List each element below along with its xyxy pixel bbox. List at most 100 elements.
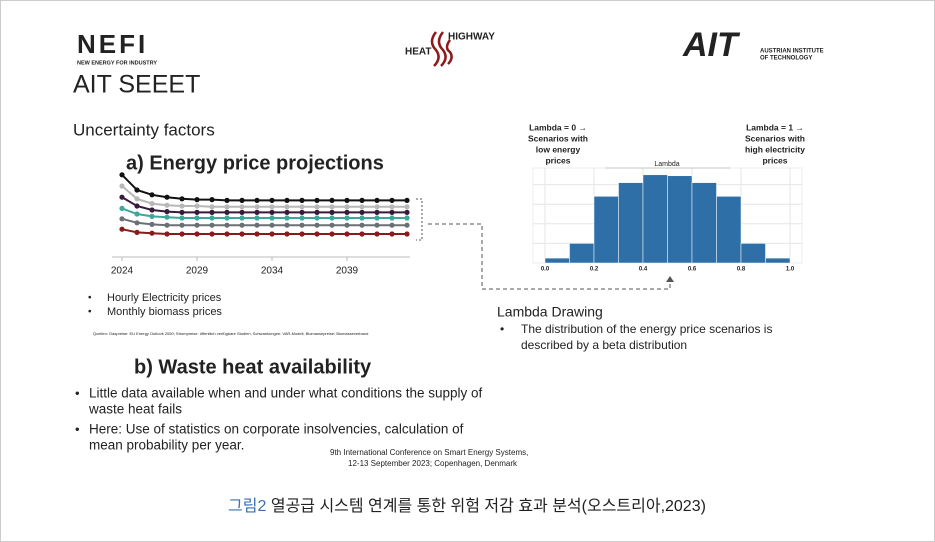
point bbox=[284, 204, 290, 210]
point bbox=[404, 197, 410, 203]
highway-logo: HIGHWAY bbox=[448, 32, 495, 43]
point bbox=[329, 204, 335, 210]
point bbox=[164, 214, 170, 220]
annotation: prices bbox=[545, 155, 570, 165]
bullet: mean probability per year. bbox=[89, 438, 244, 453]
point bbox=[404, 215, 410, 221]
point bbox=[269, 231, 275, 237]
point bbox=[149, 230, 155, 236]
point bbox=[269, 204, 275, 210]
point bbox=[224, 209, 230, 215]
point bbox=[164, 231, 170, 237]
point bbox=[149, 221, 155, 227]
nefi-logo: NEFI bbox=[77, 29, 148, 59]
point bbox=[284, 215, 290, 221]
point bbox=[149, 192, 155, 198]
annotation: Lambda = 1 → bbox=[746, 122, 804, 132]
point bbox=[119, 172, 125, 178]
lambda-heading: Lambda Drawing bbox=[497, 304, 603, 320]
point bbox=[179, 231, 185, 237]
x-tick-label: 2034 bbox=[261, 266, 284, 277]
section-heading: b) Waste heat availability bbox=[134, 356, 372, 378]
point bbox=[269, 197, 275, 203]
point bbox=[254, 197, 260, 203]
x-tick-label: 0.0 bbox=[541, 267, 550, 273]
point bbox=[209, 209, 215, 215]
bar bbox=[618, 182, 644, 264]
point bbox=[389, 197, 395, 203]
x-tick-label: 2039 bbox=[336, 266, 359, 277]
point bbox=[194, 197, 200, 203]
ait-sub: OF TECHNOLOGY bbox=[760, 56, 812, 62]
point bbox=[344, 204, 350, 210]
caption-label: 그림2 bbox=[228, 497, 266, 515]
point bbox=[329, 197, 335, 203]
point bbox=[359, 204, 365, 210]
bullet-dot: • bbox=[500, 322, 504, 336]
point bbox=[374, 231, 380, 237]
point bbox=[254, 215, 260, 221]
point bbox=[314, 209, 320, 215]
bullet-dot: • bbox=[88, 307, 92, 318]
point bbox=[344, 209, 350, 215]
point bbox=[254, 204, 260, 210]
annotation: high electricity bbox=[745, 144, 805, 154]
point bbox=[134, 211, 140, 217]
point bbox=[284, 197, 290, 203]
point bbox=[359, 209, 365, 215]
point bbox=[209, 204, 215, 210]
point bbox=[164, 209, 170, 215]
point bbox=[299, 222, 305, 228]
point bbox=[164, 202, 170, 208]
point bbox=[254, 231, 260, 237]
annotation: low energy bbox=[536, 144, 581, 154]
point bbox=[179, 215, 185, 221]
point bbox=[374, 204, 380, 210]
point bbox=[314, 204, 320, 210]
annotation: Lambda = 0 → bbox=[529, 122, 587, 132]
point bbox=[299, 231, 305, 237]
x-tick-label: 0.8 bbox=[737, 267, 746, 273]
subtitle: Uncertainty factors bbox=[73, 120, 215, 139]
point bbox=[389, 215, 395, 221]
x-tick-label: 0.4 bbox=[639, 267, 648, 273]
annotation: Scenarios with bbox=[745, 133, 805, 143]
point bbox=[179, 203, 185, 209]
point bbox=[359, 215, 365, 221]
bullet: Here: Use of statistics on corporate ins… bbox=[89, 422, 464, 437]
point bbox=[194, 203, 200, 209]
point bbox=[299, 209, 305, 215]
point bbox=[329, 215, 335, 221]
bullet: Little data available when and under wha… bbox=[89, 386, 483, 401]
x-tick-label: 2029 bbox=[186, 266, 209, 277]
annotation: prices bbox=[762, 155, 787, 165]
point bbox=[314, 197, 320, 203]
point bbox=[224, 215, 230, 221]
bar bbox=[740, 243, 766, 264]
point bbox=[224, 204, 230, 210]
point bbox=[389, 231, 395, 237]
point bbox=[224, 197, 230, 203]
highway-icon bbox=[430, 31, 453, 67]
bar bbox=[544, 257, 570, 264]
bullet: waste heat fails bbox=[88, 402, 182, 417]
point bbox=[239, 204, 245, 210]
x-tick-label: 0.6 bbox=[688, 267, 697, 273]
heat-logo: HEAT bbox=[405, 47, 431, 58]
point bbox=[239, 222, 245, 228]
point bbox=[119, 183, 125, 189]
slide-title: AIT SEEET bbox=[73, 71, 200, 99]
bar bbox=[765, 257, 791, 264]
point bbox=[299, 204, 305, 210]
point bbox=[224, 231, 230, 237]
caption-text: 열공급 시스템 연계를 통한 위험 저감 효과 분석(오스트리아,2023) bbox=[271, 497, 706, 515]
lambda-bullet: The distribution of the energy price sce… bbox=[521, 322, 772, 336]
point bbox=[344, 215, 350, 221]
point bbox=[374, 197, 380, 203]
point bbox=[359, 197, 365, 203]
point bbox=[209, 222, 215, 228]
bar bbox=[642, 174, 668, 264]
point bbox=[194, 222, 200, 228]
